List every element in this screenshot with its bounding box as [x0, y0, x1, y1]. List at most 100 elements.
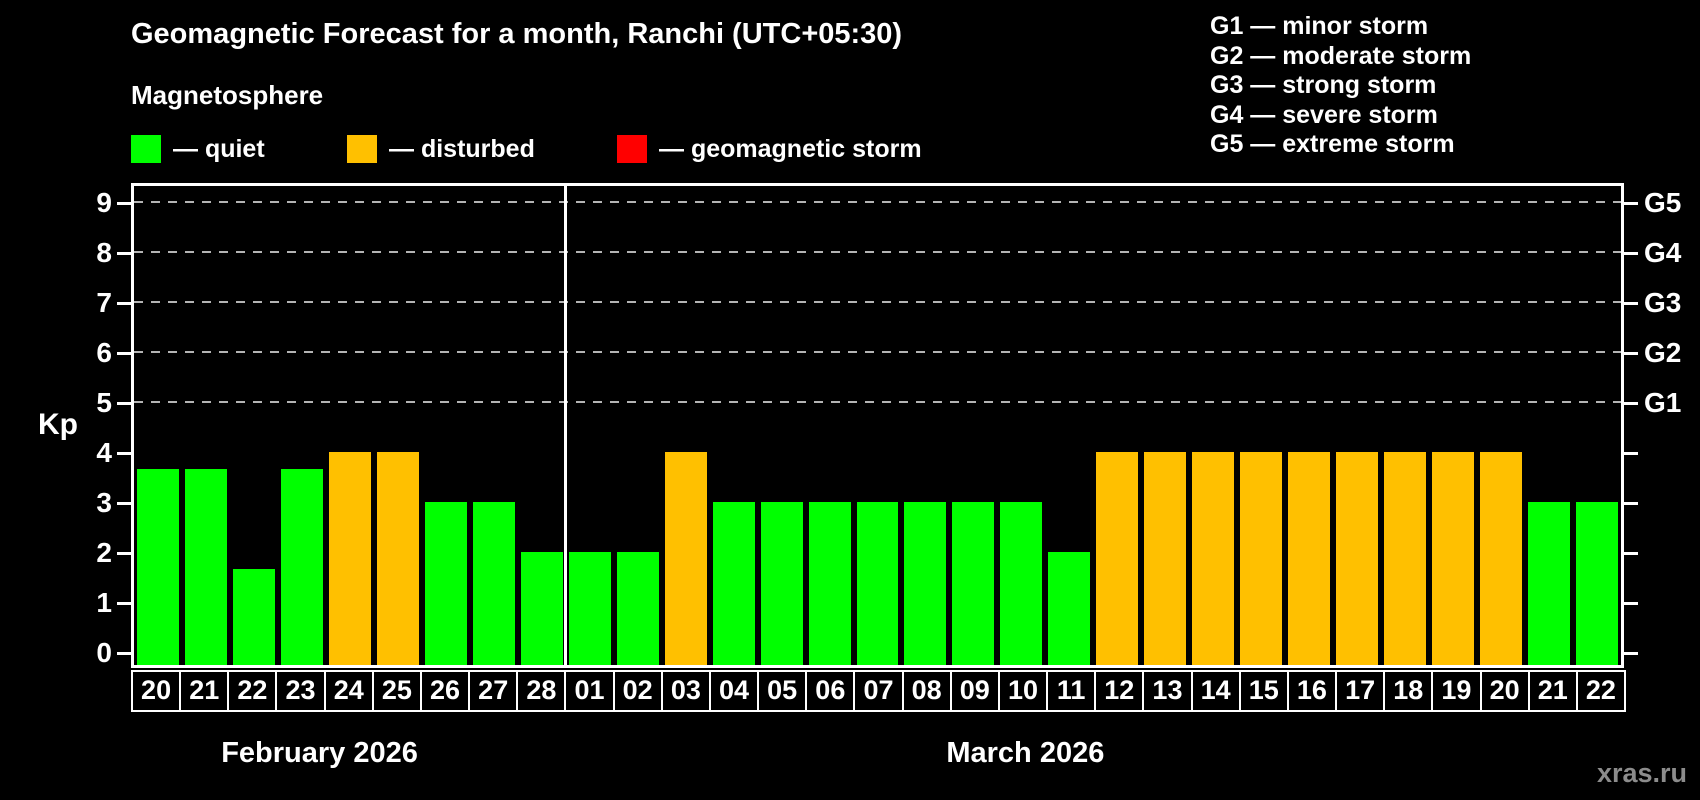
y-tick-left-4 — [117, 452, 131, 455]
date-label-march-22: 22 — [1575, 670, 1626, 712]
date-label-march-16: 16 — [1286, 670, 1338, 712]
storm-scale-legend: G1 — minor storm G2 — moderate storm G3 — … — [1210, 12, 1471, 160]
date-label-february-24: 24 — [323, 670, 374, 712]
kp-bar-february-28 — [520, 552, 563, 665]
gridline-kp5 — [134, 401, 1621, 403]
storm-color-swatch — [617, 135, 647, 163]
y-tick-label-9: 9 — [96, 187, 112, 218]
month-separator-line — [564, 186, 568, 665]
date-label-march-01: 01 — [564, 670, 615, 712]
y-tick-left-1 — [117, 602, 131, 605]
date-label-march-03: 03 — [660, 670, 711, 712]
g-scale-label-g5: G5 — [1644, 187, 1682, 218]
gridline-kp9 — [134, 201, 1621, 203]
date-label-february-20: 20 — [131, 670, 182, 712]
month-label-february: February 2026 — [221, 737, 418, 769]
kp-bar-march-11 — [1048, 552, 1091, 665]
date-label-february-27: 27 — [468, 670, 519, 712]
y-tick-label-2: 2 — [96, 537, 112, 568]
kp-bar-march-12 — [1096, 452, 1139, 665]
y-tick-left-7 — [117, 302, 131, 305]
y-tick-right-8 — [1624, 252, 1638, 255]
y-tick-left-0 — [117, 652, 131, 655]
kp-bar-march-13 — [1144, 452, 1187, 665]
y-tick-label-8: 8 — [96, 237, 112, 268]
y-tick-label-4: 4 — [96, 437, 112, 468]
kp-bar-february-20 — [137, 468, 179, 665]
gridline-kp7 — [134, 301, 1621, 303]
storm-scale-line-g1: G1 — minor storm — [1210, 12, 1429, 40]
watermark: xras.ru — [1596, 758, 1687, 788]
kp-bar-march-03 — [664, 452, 707, 665]
kp-bar-march-02 — [616, 552, 659, 665]
date-label-march-21: 21 — [1527, 670, 1578, 712]
y-tick-label-1: 1 — [96, 587, 112, 618]
kp-bar-march-05 — [760, 502, 803, 665]
kp-bar-march-16 — [1288, 452, 1331, 665]
y-tick-label-5: 5 — [96, 387, 112, 418]
kp-bar-march-20 — [1480, 452, 1523, 665]
disturbed-color-swatch — [347, 135, 377, 163]
date-label-march-20: 20 — [1479, 670, 1530, 712]
y-tick-right-2 — [1624, 552, 1638, 555]
date-label-march-11: 11 — [1046, 670, 1097, 712]
kp-bar-february-21 — [184, 468, 227, 665]
kp-bar-march-18 — [1384, 452, 1427, 665]
y-tick-left-8 — [117, 252, 131, 255]
y-tick-right-4 — [1624, 452, 1638, 455]
y-tick-left-5 — [117, 402, 131, 405]
date-label-february-26: 26 — [419, 670, 471, 712]
legend-item-storm: — geomagnetic storm — [617, 133, 922, 165]
date-label-march-09: 09 — [949, 670, 1000, 712]
date-label-february-22: 22 — [227, 670, 278, 712]
y-tick-left-3 — [117, 502, 131, 505]
legend-label-storm: — geomagnetic storm — [659, 134, 922, 163]
g-scale-label-g2: G2 — [1644, 337, 1682, 368]
date-label-march-17: 17 — [1335, 670, 1386, 712]
kp-bar-march-15 — [1240, 452, 1283, 665]
y-tick-label-7: 7 — [96, 287, 112, 318]
month-label-march: March 2026 — [946, 737, 1105, 769]
y-tick-label-0: 0 — [96, 637, 112, 668]
date-label-february-25: 25 — [371, 670, 422, 712]
y-tick-right-9 — [1624, 202, 1638, 205]
plot-area — [131, 183, 1624, 668]
g-scale-label-g4: G4 — [1644, 237, 1682, 268]
date-label-february-28: 28 — [516, 670, 567, 712]
kp-bar-march-10 — [1000, 502, 1043, 665]
legend-label-quiet: — quiet — [173, 134, 265, 163]
storm-scale-line-g2: G2 — moderate storm — [1210, 41, 1472, 70]
y-tick-left-2 — [117, 552, 131, 555]
kp-bar-march-08 — [904, 502, 947, 665]
y-tick-left-6 — [117, 352, 131, 355]
kp-bar-march-14 — [1192, 452, 1235, 665]
legend-item-quiet: — quiet — [131, 133, 265, 165]
date-label-march-05: 05 — [757, 670, 808, 712]
date-label-march-06: 06 — [805, 670, 856, 712]
gridline-kp8 — [134, 251, 1621, 253]
date-label-february-21: 21 — [179, 670, 230, 712]
y-tick-right-3 — [1624, 502, 1638, 505]
date-label-march-07: 07 — [853, 670, 904, 712]
kp-bar-march-01 — [568, 552, 611, 665]
date-label-march-14: 14 — [1190, 670, 1241, 712]
date-label-march-04: 04 — [708, 670, 760, 712]
y-tick-right-5 — [1624, 402, 1638, 405]
date-label-march-12: 12 — [1094, 670, 1145, 712]
kp-bar-february-27 — [472, 502, 515, 665]
y-tick-right-1 — [1624, 602, 1638, 605]
date-label-march-15: 15 — [1238, 670, 1289, 712]
y-tick-right-7 — [1624, 302, 1638, 305]
kp-bar-february-24 — [328, 452, 371, 665]
kp-bar-march-06 — [808, 502, 851, 665]
kp-bar-february-26 — [424, 502, 467, 665]
g-scale-label-g3: G3 — [1644, 287, 1682, 318]
kp-bar-march-17 — [1336, 452, 1379, 665]
y-tick-left-9 — [117, 202, 131, 205]
kp-bar-february-25 — [376, 452, 419, 665]
y-axis-label: Kp — [38, 408, 78, 441]
date-label-february-23: 23 — [275, 670, 326, 712]
kp-bar-february-23 — [280, 468, 323, 665]
kp-bar-march-22 — [1576, 502, 1618, 665]
